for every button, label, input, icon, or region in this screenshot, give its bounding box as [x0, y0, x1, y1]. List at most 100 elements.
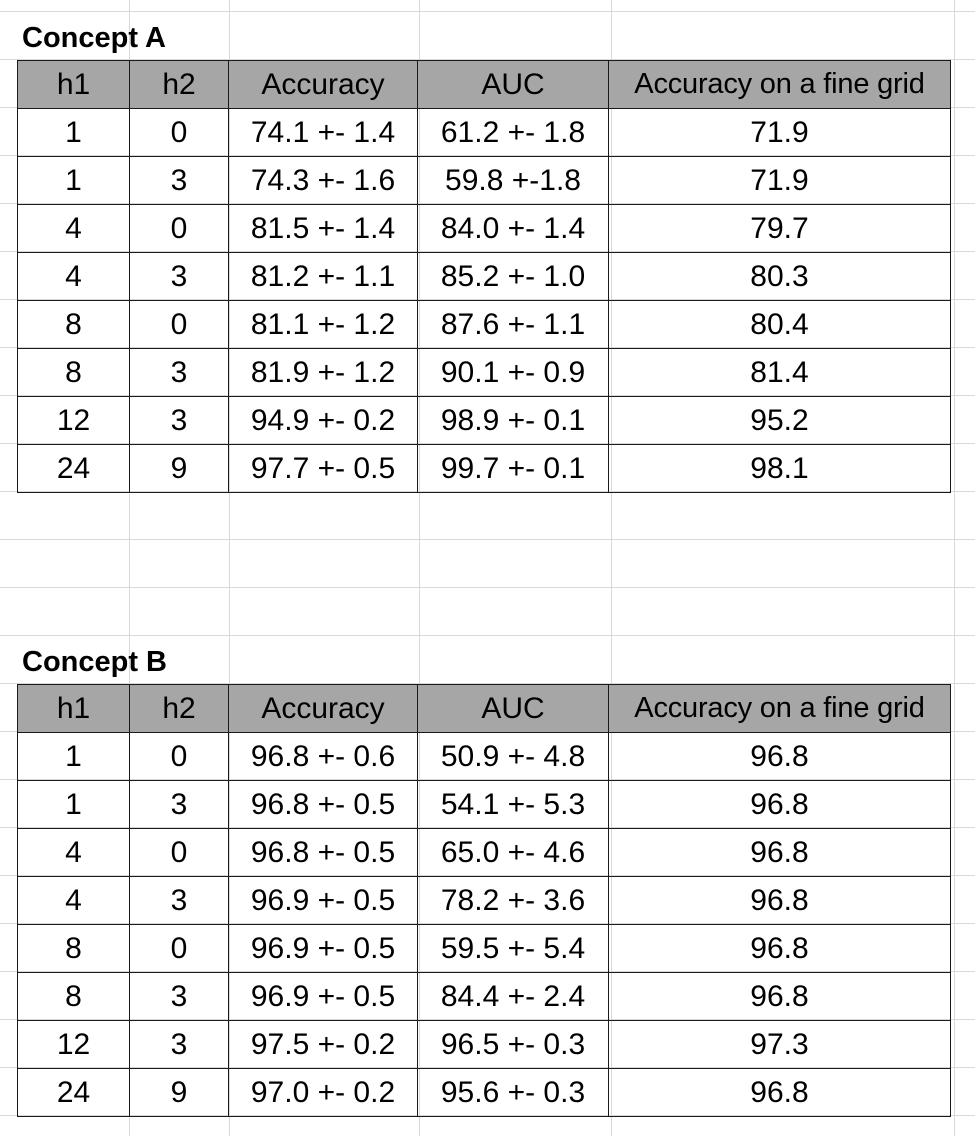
cell-accuracy[interactable]: 81.1 +- 1.2 [228, 300, 418, 349]
cell-h2[interactable]: 9 [129, 444, 229, 493]
cell-h1[interactable]: 8 [17, 924, 130, 973]
cell-h1[interactable]: 1 [17, 108, 130, 157]
section-title-concept-b: Concept B [22, 646, 167, 678]
cell-h2[interactable]: 3 [129, 1020, 229, 1069]
cell-auc[interactable]: 98.9 +- 0.1 [417, 396, 609, 445]
cell-auc[interactable]: 96.5 +- 0.3 [417, 1020, 609, 1069]
header-h2[interactable]: h2 [129, 684, 229, 733]
cell-accuracy[interactable]: 96.8 +- 0.5 [228, 780, 418, 829]
cell-h2[interactable]: 0 [129, 828, 229, 877]
cell-h2[interactable]: 3 [129, 780, 229, 829]
cell-accuracy[interactable]: 96.8 +- 0.6 [228, 732, 418, 781]
cell-h1[interactable]: 1 [17, 732, 130, 781]
header-accuracy[interactable]: Accuracy [228, 684, 418, 733]
cell-accuracy-fine-grid[interactable]: 96.8 [608, 780, 951, 829]
cell-accuracy[interactable]: 74.1 +- 1.4 [228, 108, 418, 157]
cell-h2[interactable]: 3 [129, 156, 229, 205]
cell-h2[interactable]: 0 [129, 732, 229, 781]
header-auc[interactable]: AUC [417, 684, 609, 733]
cell-auc[interactable]: 59.8 +-1.8 [417, 156, 609, 205]
header-accuracy-fine-grid[interactable]: Accuracy on a fine grid [608, 60, 951, 109]
cell-accuracy-fine-grid[interactable]: 96.8 [608, 828, 951, 877]
cell-h2[interactable]: 0 [129, 300, 229, 349]
cell-accuracy[interactable]: 81.2 +- 1.1 [228, 252, 418, 301]
cell-h1[interactable]: 1 [17, 156, 130, 205]
cell-h2[interactable]: 3 [129, 348, 229, 397]
header-auc[interactable]: AUC [417, 60, 609, 109]
cell-auc[interactable]: 84.0 +- 1.4 [417, 204, 609, 253]
cell-h1[interactable]: 4 [17, 876, 130, 925]
cell-auc[interactable]: 85.2 +- 1.0 [417, 252, 609, 301]
cell-accuracy[interactable]: 96.8 +- 0.5 [228, 828, 418, 877]
cell-accuracy-fine-grid[interactable]: 97.3 [608, 1020, 951, 1069]
cell-h2[interactable]: 3 [129, 252, 229, 301]
cell-accuracy[interactable]: 97.7 +- 0.5 [228, 444, 418, 493]
cell-accuracy-fine-grid[interactable]: 96.8 [608, 732, 951, 781]
cell-accuracy[interactable]: 96.9 +- 0.5 [228, 876, 418, 925]
table-row: 8 3 81.9 +- 1.2 90.1 +- 0.9 81.4 [17, 348, 951, 397]
cell-h2[interactable]: 3 [129, 876, 229, 925]
cell-accuracy[interactable]: 96.9 +- 0.5 [228, 924, 418, 973]
cell-accuracy-fine-grid[interactable]: 96.8 [608, 924, 951, 973]
cell-accuracy[interactable]: 97.0 +- 0.2 [228, 1068, 418, 1117]
cell-accuracy[interactable]: 97.5 +- 0.2 [228, 1020, 418, 1069]
cell-auc[interactable]: 95.6 +- 0.3 [417, 1068, 609, 1117]
cell-accuracy-fine-grid[interactable]: 71.9 [608, 156, 951, 205]
cell-accuracy-fine-grid[interactable]: 96.8 [608, 972, 951, 1021]
table-row: 12 3 94.9 +- 0.2 98.9 +- 0.1 95.2 [17, 396, 951, 445]
header-h1[interactable]: h1 [17, 60, 130, 109]
cell-accuracy-fine-grid[interactable]: 95.2 [608, 396, 951, 445]
table-row: 8 0 81.1 +- 1.2 87.6 +- 1.1 80.4 [17, 300, 951, 349]
table-row: 8 0 96.9 +- 0.5 59.5 +- 5.4 96.8 [17, 924, 951, 973]
cell-h2[interactable]: 9 [129, 1068, 229, 1117]
cell-accuracy-fine-grid[interactable]: 98.1 [608, 444, 951, 493]
cell-auc[interactable]: 99.7 +- 0.1 [417, 444, 609, 493]
cell-h2[interactable]: 0 [129, 108, 229, 157]
cell-h1[interactable]: 4 [17, 204, 130, 253]
cell-auc[interactable]: 54.1 +- 5.3 [417, 780, 609, 829]
cell-auc[interactable]: 50.9 +- 4.8 [417, 732, 609, 781]
header-h2[interactable]: h2 [129, 60, 229, 109]
cell-h2[interactable]: 3 [129, 972, 229, 1021]
cell-h1[interactable]: 4 [17, 252, 130, 301]
table-row: 1 0 74.1 +- 1.4 61.2 +- 1.8 71.9 [17, 108, 951, 157]
cell-accuracy-fine-grid[interactable]: 96.8 [608, 876, 951, 925]
cell-accuracy[interactable]: 74.3 +- 1.6 [228, 156, 418, 205]
cell-h1[interactable]: 8 [17, 972, 130, 1021]
header-accuracy[interactable]: Accuracy [228, 60, 418, 109]
cell-accuracy-fine-grid[interactable]: 81.4 [608, 348, 951, 397]
cell-accuracy-fine-grid[interactable]: 80.3 [608, 252, 951, 301]
cell-auc[interactable]: 59.5 +- 5.4 [417, 924, 609, 973]
table-row: 4 0 81.5 +- 1.4 84.0 +- 1.4 79.7 [17, 204, 951, 253]
cell-accuracy-fine-grid[interactable]: 71.9 [608, 108, 951, 157]
table-row: 24 9 97.7 +- 0.5 99.7 +- 0.1 98.1 [17, 444, 951, 493]
cell-h1[interactable]: 24 [17, 444, 130, 493]
cell-h1[interactable]: 12 [17, 396, 130, 445]
cell-accuracy[interactable]: 96.9 +- 0.5 [228, 972, 418, 1021]
cell-accuracy[interactable]: 81.5 +- 1.4 [228, 204, 418, 253]
cell-auc[interactable]: 65.0 +- 4.6 [417, 828, 609, 877]
header-accuracy-fine-grid[interactable]: Accuracy on a fine grid [608, 684, 951, 733]
cell-h2[interactable]: 0 [129, 204, 229, 253]
cell-h1[interactable]: 1 [17, 780, 130, 829]
cell-auc[interactable]: 90.1 +- 0.9 [417, 348, 609, 397]
cell-h1[interactable]: 12 [17, 1020, 130, 1069]
cell-h1[interactable]: 8 [17, 348, 130, 397]
cell-h1[interactable]: 4 [17, 828, 130, 877]
cell-auc[interactable]: 61.2 +- 1.8 [417, 108, 609, 157]
cell-auc[interactable]: 78.2 +- 3.6 [417, 876, 609, 925]
cell-auc[interactable]: 84.4 +- 2.4 [417, 972, 609, 1021]
cell-auc[interactable]: 87.6 +- 1.1 [417, 300, 609, 349]
cell-accuracy[interactable]: 81.9 +- 1.2 [228, 348, 418, 397]
cell-h1[interactable]: 8 [17, 300, 130, 349]
cell-h2[interactable]: 0 [129, 924, 229, 973]
cell-accuracy-fine-grid[interactable]: 80.4 [608, 300, 951, 349]
cell-accuracy-fine-grid[interactable]: 79.7 [608, 204, 951, 253]
header-h1[interactable]: h1 [17, 684, 130, 733]
table-row: 1 0 96.8 +- 0.6 50.9 +- 4.8 96.8 [17, 732, 951, 781]
cell-accuracy-fine-grid[interactable]: 96.8 [608, 1068, 951, 1117]
cell-h1[interactable]: 24 [17, 1068, 130, 1117]
cell-accuracy[interactable]: 94.9 +- 0.2 [228, 396, 418, 445]
cell-h2[interactable]: 3 [129, 396, 229, 445]
